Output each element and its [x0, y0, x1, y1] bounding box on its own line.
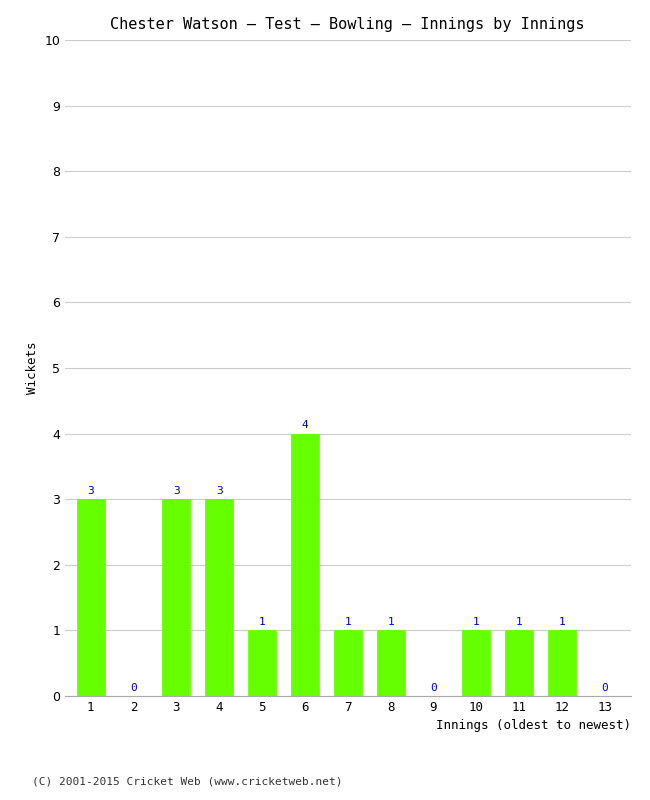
Bar [505, 630, 533, 696]
Text: 1: 1 [473, 617, 480, 627]
Text: 1: 1 [259, 617, 265, 627]
Text: 0: 0 [130, 682, 137, 693]
Text: 1: 1 [387, 617, 394, 627]
Bar [462, 630, 490, 696]
Title: Chester Watson – Test – Bowling – Innings by Innings: Chester Watson – Test – Bowling – Inning… [111, 17, 585, 32]
Bar [248, 630, 276, 696]
Text: 1: 1 [558, 617, 566, 627]
Text: 1: 1 [515, 617, 523, 627]
Bar [162, 499, 190, 696]
Text: 3: 3 [173, 486, 180, 496]
Text: 1: 1 [344, 617, 351, 627]
Text: 3: 3 [87, 486, 94, 496]
Y-axis label: Wickets: Wickets [26, 342, 39, 394]
Bar [77, 499, 105, 696]
Text: 4: 4 [302, 420, 308, 430]
Text: 0: 0 [601, 682, 608, 693]
Bar [291, 434, 319, 696]
Bar [205, 499, 233, 696]
Bar [334, 630, 361, 696]
X-axis label: Innings (oldest to newest): Innings (oldest to newest) [436, 719, 630, 733]
Text: 3: 3 [216, 486, 222, 496]
Bar [376, 630, 404, 696]
Text: 0: 0 [430, 682, 437, 693]
Text: (C) 2001-2015 Cricket Web (www.cricketweb.net): (C) 2001-2015 Cricket Web (www.cricketwe… [32, 776, 343, 786]
Bar [548, 630, 576, 696]
